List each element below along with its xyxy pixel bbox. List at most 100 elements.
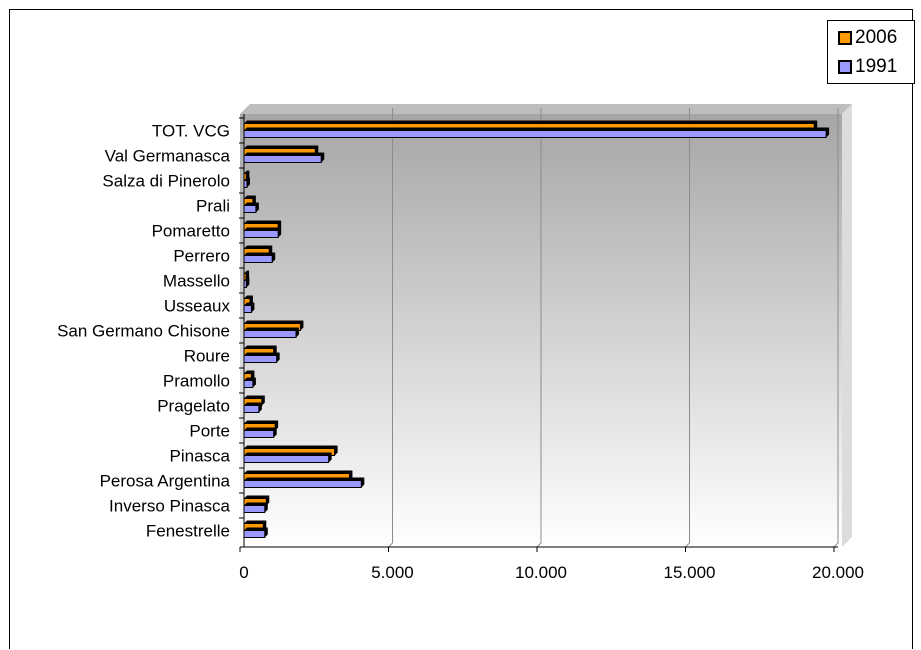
bar-1991 — [243, 430, 275, 438]
bar-top-2006 — [244, 120, 818, 124]
category-label: Perrero — [173, 247, 230, 266]
bar-top-2006 — [244, 320, 304, 324]
legend-swatch-1991 — [838, 60, 852, 74]
bar-side-1991 — [826, 127, 830, 138]
legend: 2006 1991 — [827, 20, 915, 84]
bar-1991 — [243, 230, 279, 238]
gridline-floor — [536, 542, 542, 548]
bar-top-1991 — [244, 477, 365, 481]
bar-top-1991 — [244, 327, 299, 331]
bar-side-1991 — [251, 302, 255, 313]
bar-1991 — [243, 255, 273, 263]
bar-top-1991 — [244, 202, 259, 206]
axes — [239, 114, 838, 552]
bar-side-1991 — [361, 477, 365, 488]
bar-side-1991 — [246, 177, 250, 188]
x-tick-label: 15.000 — [664, 563, 716, 582]
gridline-floor — [685, 542, 690, 548]
bar-top-2006 — [244, 370, 255, 374]
bar-top-1991 — [244, 377, 256, 381]
bar-side-1991 — [328, 452, 332, 463]
bar-1991 — [243, 505, 266, 513]
bar-top-1991 — [244, 177, 250, 181]
bar-top-1991 — [244, 302, 255, 306]
bar-side-1991 — [321, 152, 325, 163]
category-label: Massello — [163, 272, 230, 291]
gridline-floor — [388, 542, 393, 548]
category-label: Pramollo — [163, 372, 230, 391]
bar-top-2006 — [244, 145, 319, 149]
bar-1991 — [243, 455, 330, 463]
bar-top-2006 — [244, 245, 273, 249]
legend-label-2006: 2006 — [855, 27, 898, 48]
bar-side-1991 — [255, 202, 259, 213]
legend-item-2006: 2006 — [838, 27, 898, 48]
gridline-floor — [833, 542, 839, 548]
bar-top-1991 — [244, 127, 830, 131]
category-label: Fenestrelle — [146, 522, 230, 541]
bar-top-1991 — [244, 402, 262, 406]
category-label: Salza di Pinerolo — [102, 172, 230, 191]
bar-top-1991 — [244, 452, 332, 456]
plot-wall-right — [842, 104, 852, 547]
bar-side-2006 — [300, 320, 304, 331]
bar-1991 — [243, 130, 827, 138]
bar-side-1991 — [246, 277, 250, 288]
category-labels: TOT. VCG Val Germanasca Salza di Pinerolo P… — [57, 122, 230, 541]
bar-side-1991 — [252, 377, 256, 388]
bar-top-2006 — [244, 470, 353, 474]
bar-side-1991 — [278, 227, 282, 238]
x-tick-label: 20.000 — [812, 563, 864, 582]
bar-1991 — [243, 380, 254, 388]
bar-top-1991 — [244, 277, 250, 281]
bar-top-2006 — [244, 395, 265, 399]
bar-top-1991 — [244, 152, 325, 156]
bar-top-2006 — [244, 270, 250, 274]
legend-label-1991: 1991 — [855, 56, 898, 77]
bar-top-2006 — [244, 420, 279, 424]
category-label: Roure — [184, 347, 230, 366]
legend-swatch-2006 — [838, 31, 852, 45]
bar-1991 — [243, 155, 322, 163]
bar-side-1991 — [264, 502, 268, 513]
bar-top-1991 — [244, 502, 268, 506]
category-label: Pinasca — [170, 447, 231, 466]
bar-top-2006 — [244, 295, 253, 299]
bar-1991 — [243, 355, 278, 363]
bar-side-2006 — [334, 445, 338, 456]
bar-top-1991 — [244, 427, 277, 431]
bar-top-1991 — [244, 227, 282, 231]
bar-top-1991 — [244, 352, 280, 356]
bar-top-2006 — [244, 195, 256, 199]
bar-1991 — [243, 405, 260, 413]
bar-1991 — [243, 305, 252, 313]
bar-top-1991 — [244, 252, 276, 256]
category-label: Val Germanasca — [105, 147, 231, 166]
category-label: Usseaux — [164, 297, 231, 316]
bar-side-1991 — [264, 527, 268, 538]
bar-side-1991 — [276, 352, 280, 363]
bar-top-2006 — [244, 520, 267, 524]
bar-side-1991 — [272, 252, 276, 263]
x-tick-label: 0 — [239, 563, 248, 582]
bar-top-2006 — [244, 495, 270, 499]
bar-top-2006 — [244, 445, 338, 449]
bar-top-2006 — [244, 220, 282, 224]
bar-side-1991 — [295, 327, 299, 338]
bar-top-1991 — [244, 527, 268, 531]
plot-wall-top — [240, 104, 852, 114]
bars — [243, 120, 830, 538]
legend-item-1991: 1991 — [838, 56, 898, 77]
x-tick-label: 10.000 — [515, 563, 567, 582]
bar-side-1991 — [258, 402, 262, 413]
x-tick-label: 5.000 — [371, 563, 414, 582]
bar-1991 — [243, 530, 266, 538]
bar-1991 — [243, 330, 297, 338]
category-label: Perosa Argentina — [100, 472, 231, 491]
category-label: Pragelato — [157, 397, 230, 416]
category-label: TOT. VCG — [152, 122, 230, 141]
bar-1991 — [243, 205, 257, 213]
gridlines — [388, 108, 839, 548]
category-label: Porte — [189, 422, 230, 441]
